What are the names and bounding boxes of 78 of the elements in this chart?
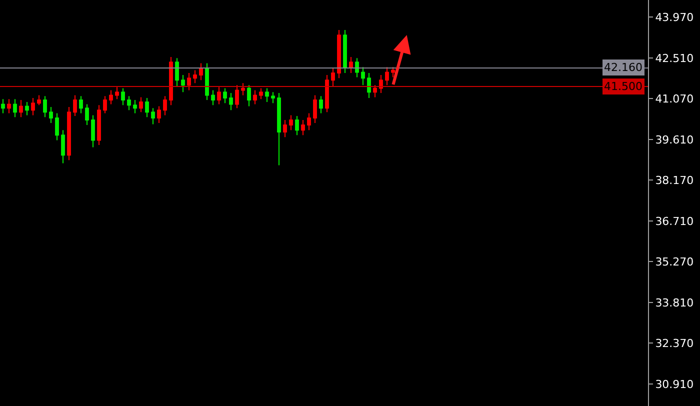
- candlestick: [247, 84, 251, 107]
- candlestick: [367, 72, 371, 99]
- candlestick: [79, 96, 83, 114]
- candlestick: [295, 116, 299, 136]
- candlestick: [235, 84, 239, 109]
- candlestick: [187, 72, 191, 91]
- candlestick: [145, 98, 149, 118]
- candlestick: [115, 86, 119, 100]
- candlestick: [319, 96, 323, 114]
- candlestick: [361, 66, 365, 86]
- candlestick: [7, 98, 11, 114]
- candlestick: [271, 92, 275, 104]
- candlestick: [127, 96, 131, 111]
- y-tick-label: 38.170: [655, 174, 694, 187]
- y-tick-label: 30.910: [655, 378, 694, 391]
- y-tick-label: 42.510: [655, 52, 694, 66]
- candlestick: [313, 94, 317, 124]
- candlestick: [211, 90, 215, 106]
- y-tick-label: 35.270: [655, 255, 694, 268]
- ref-line-label: 41.500: [604, 80, 642, 93]
- candlestick: [181, 74, 185, 93]
- candlestick: [343, 30, 347, 74]
- candlestick: [289, 114, 293, 131]
- candlestick: [229, 92, 233, 111]
- candlestick: [67, 106, 71, 161]
- candlestick: [91, 114, 95, 148]
- candlestick: [37, 94, 41, 106]
- candlestick: [391, 66, 395, 78]
- candlestick: [1, 98, 5, 114]
- candlestick: [217, 86, 221, 105]
- candlestick: [85, 104, 89, 126]
- candlestick: [385, 66, 389, 86]
- candlestick: [337, 30, 341, 79]
- candlestick: [223, 88, 227, 104]
- y-tick-label: 41.070: [655, 92, 694, 106]
- y-tick-label: 33.810: [655, 296, 694, 310]
- candlestick: [151, 108, 155, 125]
- candlestick: [13, 98, 17, 118]
- candlestick: [307, 112, 311, 131]
- y-tick-label: 36.710: [655, 214, 694, 228]
- candlestick: [31, 98, 35, 116]
- candlestick: [121, 88, 125, 106]
- candlestick: [301, 119, 305, 136]
- candlestick: [175, 58, 179, 87]
- candlestick: [379, 74, 383, 94]
- candlestick: [43, 96, 47, 118]
- candlestick: [241, 82, 245, 96]
- y-tick-label: 39.610: [655, 133, 694, 146]
- y-tick-label: 43.970: [655, 10, 694, 24]
- candlestick: [169, 56, 173, 106]
- candlestick: [109, 90, 113, 105]
- candlestick: [265, 88, 269, 102]
- y-tick-label: 32.370: [655, 336, 694, 350]
- candlestick: [349, 56, 353, 74]
- candlestick: [19, 100, 23, 118]
- candlestick: [163, 96, 167, 116]
- candlestick: [283, 119, 287, 138]
- candlestick: [25, 101, 29, 116]
- candlestick: [331, 67, 335, 87]
- candlestick: [55, 112, 59, 141]
- candlestick: [73, 94, 77, 117]
- candlestick: [373, 84, 377, 98]
- candlestick: [253, 90, 257, 105]
- candlestick: [355, 58, 359, 78]
- candlestick: [157, 106, 161, 124]
- candlestick: [325, 74, 329, 113]
- candlestick: [193, 70, 197, 84]
- candlestick: [97, 104, 101, 146]
- candlestick: [49, 106, 53, 124]
- ref-line-label: 42.160: [604, 61, 642, 74]
- candlestick: [259, 88, 263, 100]
- candlestick: [103, 96, 107, 114]
- candlestick: [139, 96, 143, 113]
- candlestick: [199, 62, 203, 81]
- candlestick: [133, 100, 137, 114]
- candlestick: [277, 92, 281, 166]
- candlestick: [205, 62, 209, 101]
- candlestick: [61, 130, 65, 164]
